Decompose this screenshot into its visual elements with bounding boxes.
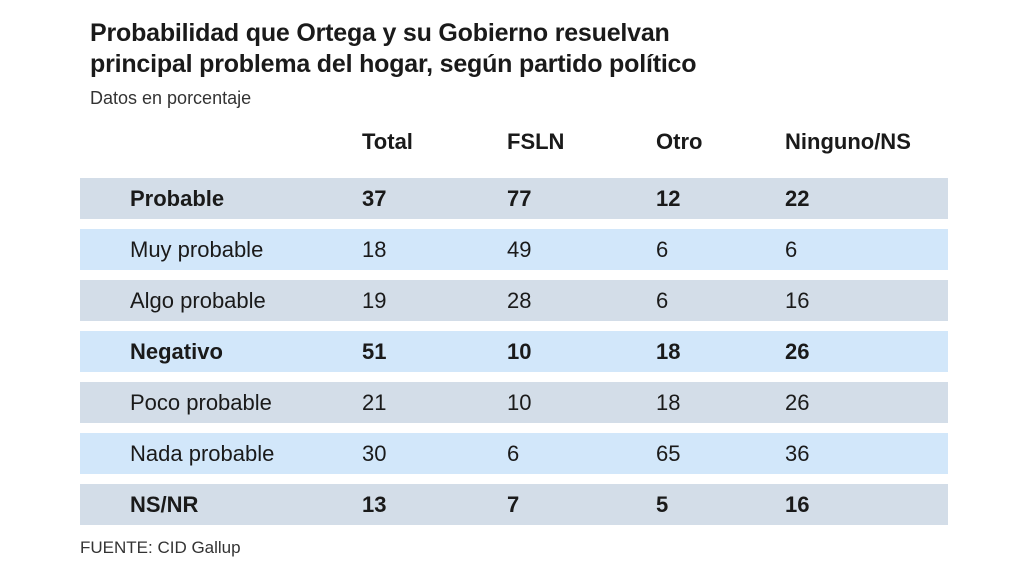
column-header-total: Total (362, 129, 413, 154)
table-cell-value: 65 (656, 441, 681, 466)
row-label: Probable (130, 186, 225, 211)
table-row: Algo probable 19 28 6 16 (80, 280, 948, 321)
table-cell-value: 37 (362, 186, 387, 211)
row-label: NS/NR (130, 492, 199, 517)
table-cell-value: 26 (785, 390, 810, 415)
table-cell-value: 22 (785, 186, 810, 211)
table-body: Probable 37 77 12 22 Muy probable 18 49 6 6 Algo p… (80, 178, 948, 525)
chart-title-line-2: principal problema del hogar, según part… (90, 50, 697, 78)
table-cell-value: 6 (656, 288, 669, 313)
table-cell-value: 19 (362, 288, 387, 313)
row-label: Negativo (130, 339, 223, 364)
table-cell-value: 30 (362, 441, 387, 466)
table-cell-value: 6 (656, 237, 669, 262)
table-row: Nada probable 30 6 65 36 (80, 433, 948, 474)
chart-title: Probabilidad que Ortega y su Gobierno re… (90, 18, 850, 80)
row-label: Muy probable (130, 237, 264, 262)
table-cell-value: 6 (785, 237, 798, 262)
column-header-ninguno: Ninguno/NS (785, 129, 911, 154)
table-cell-value: 18 (656, 339, 681, 364)
chart-title-line-1: Probabilidad que Ortega y su Gobierno re… (90, 19, 670, 47)
column-header-otro: Otro (656, 129, 703, 154)
table-cell-value: 16 (785, 492, 810, 517)
table-row: Poco probable 21 10 18 26 (80, 382, 948, 423)
table-cell-value: 10 (507, 339, 532, 364)
table-cell-value: 5 (656, 492, 669, 517)
table-cell-value: 12 (656, 186, 681, 211)
table-cell-value: 18 (362, 237, 387, 262)
table-row: Muy probable 18 49 6 6 (80, 229, 948, 270)
row-label: Poco probable (130, 390, 272, 415)
table-cell-value: 36 (785, 441, 810, 466)
table-cell-value: 16 (785, 288, 810, 313)
table-row: NS/NR 13 7 5 16 (80, 484, 948, 525)
source-note: FUENTE: CID Gallup (80, 538, 241, 557)
table-cell-value: 10 (507, 390, 532, 415)
table-cell-value: 26 (785, 339, 810, 364)
row-label: Algo probable (130, 288, 266, 313)
table-header-row: Total FSLN Otro Ninguno/NS (80, 122, 948, 166)
table-cell-value: 13 (362, 492, 387, 517)
table-cell-value: 49 (507, 237, 532, 262)
column-header-fsln: FSLN (507, 129, 565, 154)
table-cell-value: 28 (507, 288, 532, 313)
chart-subtitle: Datos en porcentaje (90, 88, 252, 108)
table-cell-value: 18 (656, 390, 681, 415)
table-cell-value: 77 (507, 186, 532, 211)
table-cell-value: 51 (362, 339, 387, 364)
data-table: Total FSLN Otro Ninguno/NS Probable 37 77 1… (80, 122, 948, 525)
row-label: Nada probable (130, 441, 275, 466)
table-cell-value: 21 (362, 390, 387, 415)
table-cell-value: 7 (507, 492, 520, 517)
table-row: Probable 37 77 12 22 (80, 178, 948, 219)
table-row: Negativo 51 10 18 26 (80, 331, 948, 372)
table-cell-value: 6 (507, 441, 520, 466)
